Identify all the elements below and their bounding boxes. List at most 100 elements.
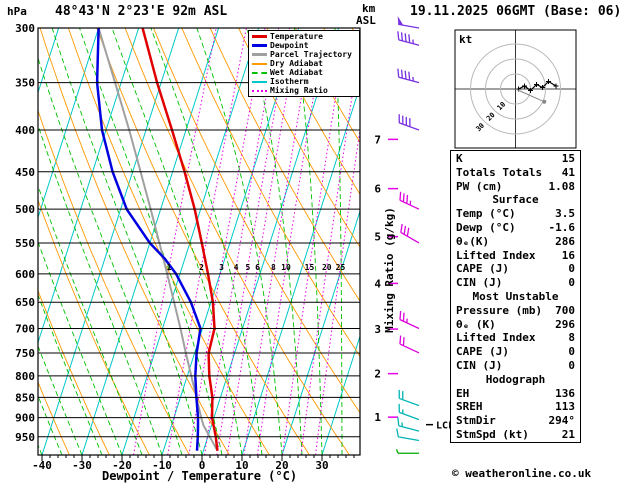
mixing-ratio-line	[243, 28, 314, 455]
mixing-ratio-line	[315, 126, 360, 455]
legend-item: Isotherm	[252, 77, 356, 86]
km-tick-label: 1	[374, 411, 381, 424]
legend-line-sample-wet_adiabat	[252, 71, 267, 74]
km-tick-label: 7	[374, 133, 381, 146]
legend-item: Dry Adiabat	[252, 59, 356, 68]
hodograph-ring	[470, 43, 561, 135]
table-value: 16	[561, 248, 575, 262]
km-tick-label: 6	[374, 183, 381, 196]
table-value: 8	[568, 331, 575, 345]
dry-adiabat-line	[38, 381, 70, 455]
km-tick-label: 2	[374, 368, 381, 381]
x-axis-title: Dewpoint / Temperature (°C)	[102, 469, 298, 483]
table-row: K 15	[451, 152, 580, 166]
pressure-tick-label: 800	[15, 370, 35, 383]
temp-tick-label: -10	[152, 459, 172, 472]
temp-tick-label: 30	[315, 459, 328, 472]
mixing-ratio-label: 10	[281, 263, 291, 272]
wet-adiabat-line	[0, 28, 2, 455]
table-label: StmSpd (kt)	[456, 427, 529, 441]
table-label: CIN (J)	[456, 276, 503, 290]
wind-barb	[398, 114, 420, 131]
isotherm-line	[41, 28, 180, 455]
mixing-ratio-line	[300, 41, 360, 455]
legend-item: Dewpoint	[252, 41, 356, 50]
isotherm-line	[201, 28, 340, 455]
temp-tick-label: 20	[275, 459, 288, 472]
mixing-ratio-label: 3	[219, 263, 224, 272]
table-row: CIN (J) 0	[451, 359, 580, 373]
table-value: 0	[568, 345, 575, 359]
legend-item: Wet Adiabat	[252, 68, 356, 77]
pressure-tick-label: 550	[15, 237, 35, 250]
altitude-axis-unit-asl: ASL	[356, 14, 376, 27]
legend-item-label: Parcel Trajectory	[270, 50, 352, 59]
table-label: Pressure (mb)	[456, 303, 543, 317]
copyright: © weatheronline.co.uk	[452, 467, 592, 480]
table-value: 136	[555, 386, 575, 400]
table-row: θₑ(K) 286	[451, 235, 580, 249]
km-tick-label: 5	[374, 231, 381, 244]
pressure-tick-label: 300	[15, 22, 35, 35]
table-value: 15	[561, 152, 575, 165]
table-section-header: Hodograph	[485, 372, 546, 386]
hodograph-trace	[518, 80, 557, 92]
table-label: EH	[456, 386, 470, 400]
isotherm-line	[321, 334, 360, 455]
table-section-header: Most Unstable	[472, 289, 559, 303]
pressure-tick-label: 900	[15, 412, 35, 425]
pressure-tick-label: 850	[15, 391, 35, 404]
temp-tick-label: 10	[235, 459, 248, 472]
wet-adiabat-line	[51, 28, 203, 455]
table-label: K	[456, 152, 463, 165]
legend-line-sample-mixing_ratio	[252, 89, 267, 92]
table-label: θₑ(K)	[456, 234, 490, 248]
table-row: PW (cm) 1.08	[451, 180, 580, 194]
legend-item-label: Temperature	[270, 32, 323, 41]
wet-adiabat-line	[38, 344, 83, 455]
table-label: StmDir	[456, 414, 496, 428]
mixing-ratio-line	[256, 28, 326, 455]
pressure-axis-unit: hPa	[7, 5, 27, 18]
table-label: PW (cm)	[456, 179, 503, 193]
hodograph-ring-label: 10	[496, 100, 508, 112]
storm-motion-vector	[515, 88, 545, 103]
dewpoint-curve	[95, 28, 202, 451]
table-value: 113	[555, 400, 575, 414]
legend-item-label: Dry Adiabat	[270, 59, 323, 68]
legend-line-sample-isotherm	[252, 80, 267, 83]
legend-item-label: Wet Adiabat	[270, 68, 323, 77]
table-value: 296	[555, 317, 575, 331]
table-row: θₑ (K) 296	[451, 318, 580, 332]
pressure-tick-label: 350	[15, 77, 35, 90]
parcel-curve	[97, 28, 219, 452]
mixing-ratio-line	[216, 28, 290, 455]
pressure-tick-label: 700	[15, 323, 35, 336]
dry-adiabat-line	[266, 28, 360, 196]
km-tick-label: 4	[374, 277, 381, 290]
legend-line-sample-dry_adiabat	[252, 62, 267, 65]
table-row: CAPE (J) 0	[451, 345, 580, 359]
km-tick-label: 3	[374, 323, 381, 336]
table-label: CIN (J)	[456, 358, 503, 372]
legend-item: Temperature	[252, 32, 356, 41]
legend-line-sample-parcel	[252, 53, 267, 56]
table-value: 3.5	[555, 207, 575, 221]
wind-barb	[400, 223, 420, 244]
table-value: -1.6	[548, 220, 576, 234]
table-value: 0	[568, 276, 575, 290]
wind-barb	[397, 68, 420, 84]
table-row: Lifted Index 8	[451, 331, 580, 345]
table-row: StmSpd (kt) 21	[451, 428, 580, 442]
table-value: 0	[568, 358, 575, 372]
plot-border	[37, 27, 361, 456]
temp-tick-label: -30	[72, 459, 92, 472]
table-value: 41	[561, 165, 575, 179]
mixing-ratio-label: 8	[271, 263, 276, 272]
legend: Temperature Dewpoint Parcel Trajectory Dry …	[248, 30, 360, 97]
table-row: Pressure (mb) 700	[451, 304, 580, 318]
wind-barb	[399, 191, 420, 210]
pressure-tick-label: 400	[15, 124, 35, 137]
wind-barb	[398, 403, 420, 421]
